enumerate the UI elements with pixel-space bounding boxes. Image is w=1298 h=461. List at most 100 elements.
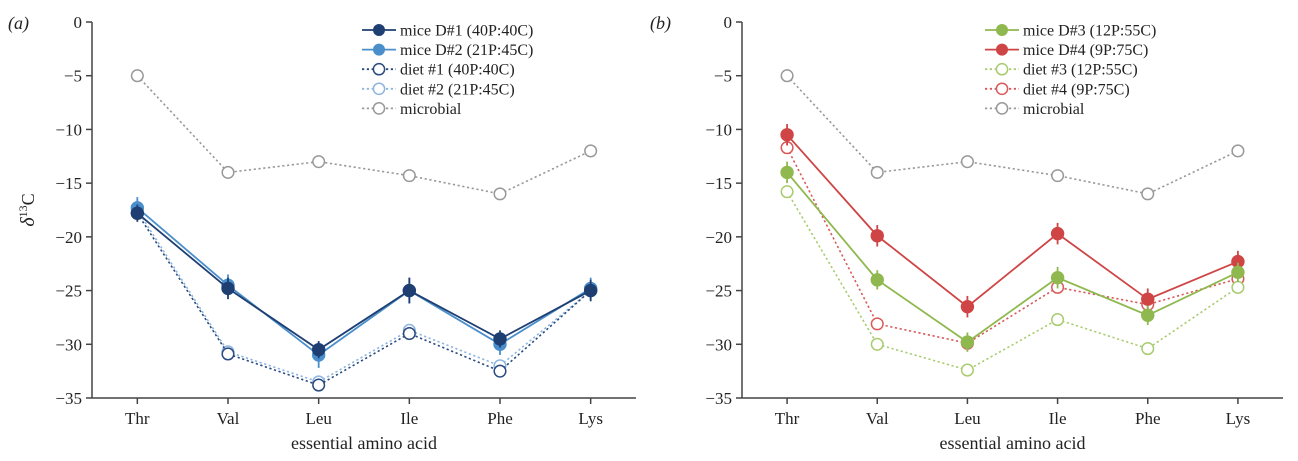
- y-axis-label-element: C: [18, 193, 38, 205]
- y-tick-label: −5: [64, 67, 82, 86]
- y-tick-label: −35: [55, 389, 82, 408]
- data-point: [870, 337, 884, 351]
- x-tick-label: Lys: [1226, 409, 1251, 428]
- data-point: [493, 187, 507, 201]
- series-line: [136, 75, 592, 195]
- data-point: [960, 363, 974, 377]
- data-point: [870, 165, 884, 179]
- series-line: [786, 134, 1239, 308]
- series-0: [780, 161, 1245, 352]
- chart-panel-0: (a) 0 −5 −10 −15 −20 −25 −30 −35 Thr Val Leu Ile Phe L…: [8, 13, 636, 453]
- legend-label: mice D#1 (40P:40C): [400, 23, 533, 40]
- legend-marker: [372, 82, 386, 96]
- series-2: [130, 206, 598, 392]
- series-line: [786, 171, 1239, 344]
- data-point: [780, 69, 794, 83]
- legend-label: mice D#2 (21P:45C): [400, 42, 533, 59]
- data-point: [780, 165, 794, 180]
- x-tick-label: Leu: [305, 409, 332, 428]
- data-point: [1141, 187, 1155, 201]
- y-tick-label: −10: [55, 120, 82, 139]
- data-point: [402, 326, 416, 341]
- data-point: [312, 155, 326, 169]
- y-tick-label: −15: [705, 174, 732, 193]
- x-tick-label: Leu: [954, 409, 981, 428]
- x-tick-label: Val: [217, 409, 240, 428]
- data-point: [1141, 342, 1155, 356]
- legend-marker: [996, 24, 1008, 36]
- series-4: [130, 69, 598, 201]
- x-tick-label: Ile: [400, 409, 418, 428]
- series-line: [786, 191, 1239, 371]
- y-axis-label: δ13C: [16, 193, 39, 226]
- x-axis-label: essential amino acid: [940, 433, 1086, 453]
- series-1: [780, 124, 1245, 318]
- data-point: [1050, 270, 1065, 285]
- legend: mice D#1 (40P:40C) mice D#2 (21P:45C) diet…: [362, 23, 533, 118]
- legend-label: microbial: [1023, 101, 1085, 118]
- series-3: [130, 203, 598, 389]
- x-tick-label: Ile: [1049, 409, 1067, 428]
- data-point: [1050, 226, 1065, 241]
- panel-label: (b): [650, 13, 671, 34]
- data-point: [402, 283, 417, 298]
- series-line: [786, 75, 1239, 195]
- legend: mice D#3 (12P:55C) mice D#4 (9P:75C) diet …: [985, 23, 1156, 118]
- series-line: [786, 147, 1239, 345]
- x-tick-label: Thr: [775, 409, 800, 428]
- legend-marker: [372, 62, 386, 76]
- series-line: [136, 207, 592, 357]
- series-3: [780, 141, 1245, 350]
- legend-marker: [995, 82, 1009, 96]
- data-point: [402, 169, 416, 183]
- legend-marker: [372, 102, 386, 115]
- legend-marker: [373, 24, 385, 36]
- data-point: [1051, 313, 1065, 327]
- y-tick-label: −35: [705, 389, 732, 408]
- data-point: [130, 69, 144, 83]
- x-tick-label: Phe: [1135, 409, 1161, 428]
- data-point: [870, 229, 884, 243]
- y-tick-label: −20: [55, 228, 82, 247]
- data-point: [780, 128, 794, 142]
- data-point: [870, 273, 884, 287]
- data-point: [1231, 280, 1245, 294]
- data-point: [221, 281, 235, 296]
- chart-panel-1: (b) 0 −5 −10 −15 −20 −25 −30 −35 Thr Val Leu Ile Phe L…: [650, 13, 1283, 453]
- y-tick-label: 0: [724, 13, 733, 32]
- data-point: [311, 342, 326, 357]
- legend-marker: [995, 102, 1009, 115]
- data-point: [130, 206, 145, 220]
- y-tick-label: −30: [705, 335, 732, 354]
- data-point: [583, 283, 598, 298]
- legend-label: microbial: [400, 101, 462, 118]
- data-point: [960, 299, 975, 314]
- legend-label: diet #3 (12P:55C): [1023, 62, 1138, 79]
- y-tick-label: −10: [705, 120, 732, 139]
- data-point: [960, 155, 974, 169]
- series-line: [136, 209, 592, 383]
- data-point: [1231, 144, 1245, 158]
- y-tick-label: −25: [55, 282, 82, 301]
- series-line: [136, 212, 592, 351]
- data-point: [1231, 265, 1245, 280]
- series-line: [136, 212, 592, 386]
- data-point: [1141, 308, 1155, 322]
- series-4: [780, 69, 1245, 201]
- legend-label: mice D#4 (9P:75C): [1023, 42, 1148, 59]
- legend-label: diet #4 (9P:75C): [1023, 81, 1130, 98]
- y-tick-label: −30: [55, 335, 82, 354]
- y-tick-label: −5: [714, 67, 732, 86]
- series-0: [130, 204, 598, 359]
- x-tick-label: Lys: [578, 409, 603, 428]
- legend-label: mice D#3 (12P:55C): [1023, 23, 1156, 40]
- x-tick-label: Thr: [125, 409, 150, 428]
- series-1: [130, 197, 598, 368]
- data-point: [1141, 292, 1155, 306]
- legend-marker: [373, 43, 385, 56]
- data-point: [312, 378, 326, 392]
- x-tick-label: Phe: [487, 409, 513, 428]
- y-axis-label-superscript: 13: [16, 205, 30, 217]
- y-tick-label: 0: [74, 13, 83, 32]
- data-point: [584, 144, 598, 158]
